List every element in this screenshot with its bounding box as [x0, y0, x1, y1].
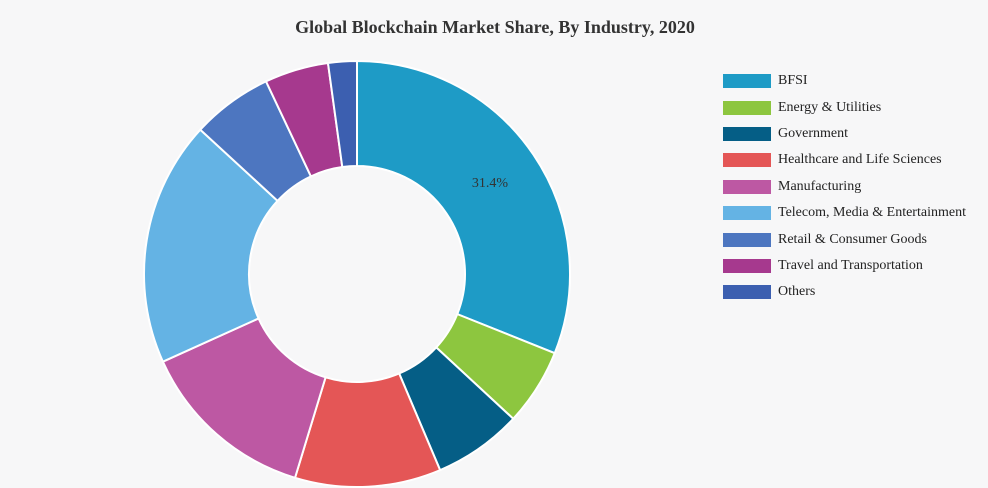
legend-item-government[interactable]: Government: [723, 121, 985, 147]
legend-label: Manufacturing: [778, 178, 862, 194]
legend-item-telecom-media-and-entertainment[interactable]: Telecom, Media & Entertainment: [723, 200, 985, 226]
legend-item-retail-and-consumer-goods[interactable]: Retail & Consumer Goods: [723, 226, 985, 252]
data-label-bfsi: 31.4%: [472, 176, 509, 191]
legend-label: Healthcare and Life Sciences: [778, 152, 942, 168]
legend-label: BFSI: [778, 73, 808, 89]
legend-swatch: [723, 179, 771, 194]
legend-swatch: [723, 100, 771, 115]
legend-item-manufacturing[interactable]: Manufacturing: [723, 174, 985, 200]
slice-telecom-media-and-entertainment[interactable]: [143, 128, 279, 363]
legend-item-energy-and-utilities[interactable]: Energy & Utilities: [723, 94, 985, 120]
legend-swatch: [723, 153, 771, 168]
legend-item-travel-and-transportation[interactable]: Travel and Transportation: [723, 253, 985, 279]
legend-swatch: [723, 74, 771, 89]
legend-label: Energy & Utilities: [778, 99, 882, 115]
legend-label: Retail & Consumer Goods: [778, 231, 927, 247]
legend-item-healthcare-and-life-sciences[interactable]: Healthcare and Life Sciences: [723, 147, 985, 173]
legend-swatch: [723, 285, 771, 300]
legend-swatch: [723, 258, 771, 273]
slice-bfsi[interactable]: [356, 59, 571, 355]
legend: BFSI Energy & Utilities Government Healthca…: [723, 68, 985, 306]
legend-item-others[interactable]: Others: [723, 279, 985, 305]
legend-item-bfsi[interactable]: BFSI: [723, 68, 985, 94]
legend-label: Government: [778, 125, 848, 141]
legend-swatch: [723, 126, 771, 141]
legend-label: Telecom, Media & Entertainment: [778, 205, 966, 221]
slice-others[interactable]: [326, 59, 358, 169]
chart-title: Global Blockchain Market Share, By Indus…: [295, 17, 695, 37]
legend-label: Others: [778, 284, 816, 300]
legend-swatch: [723, 232, 771, 247]
legend-swatch: [723, 206, 771, 221]
legend-label: Travel and Transportation: [778, 257, 923, 273]
